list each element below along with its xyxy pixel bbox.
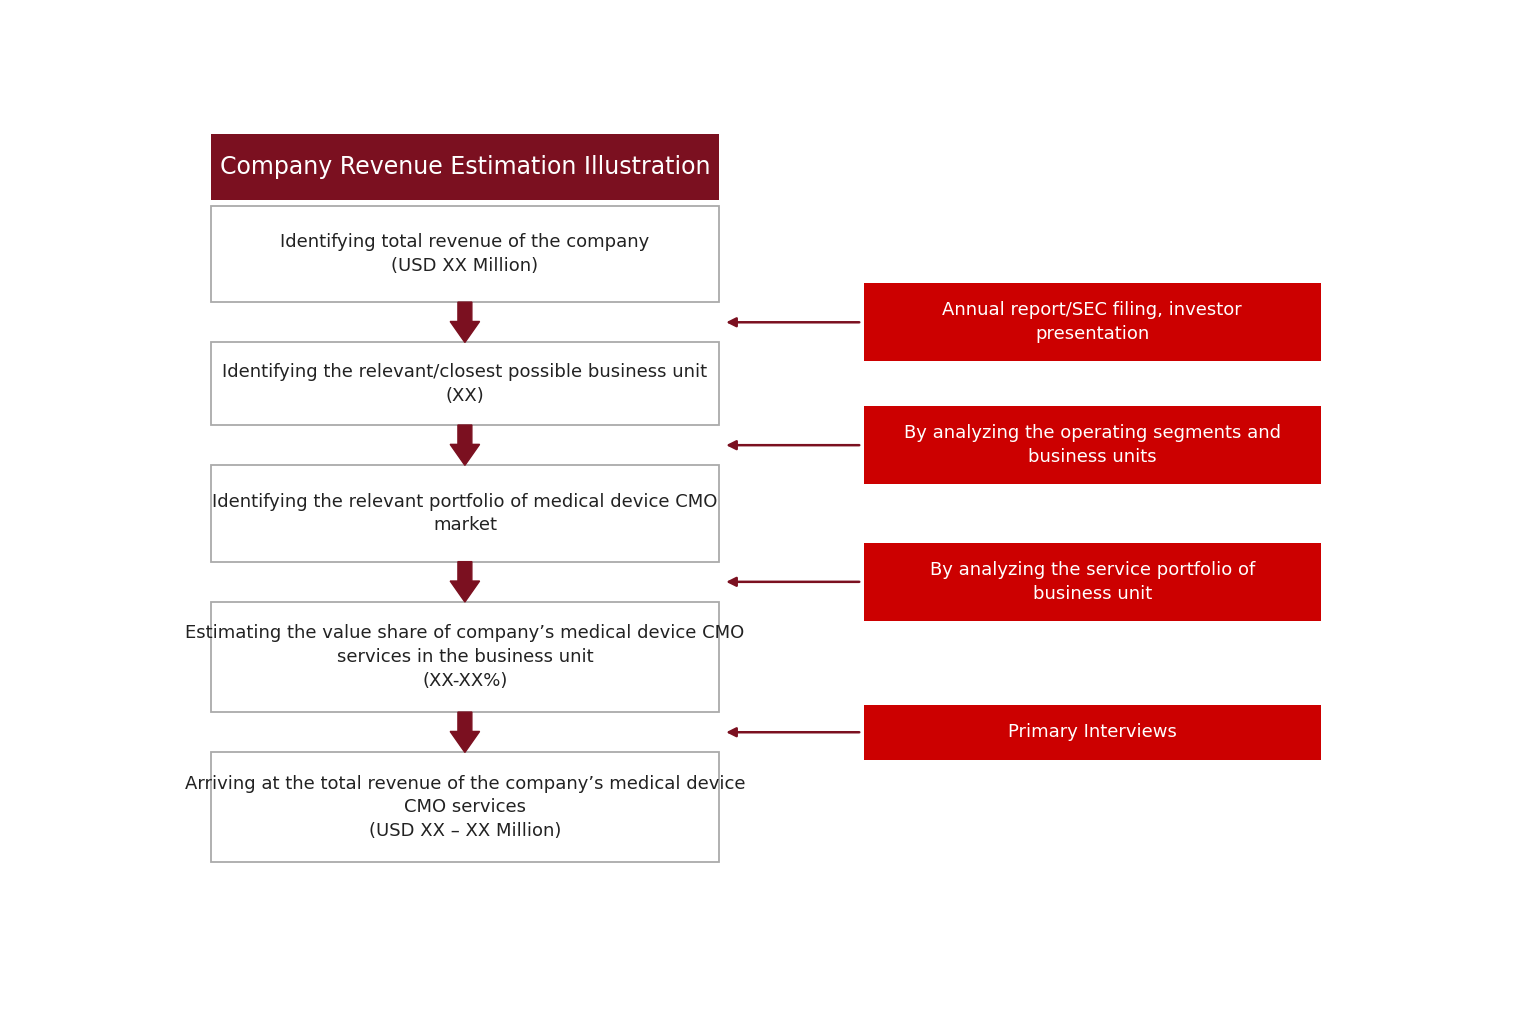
FancyBboxPatch shape (211, 465, 718, 562)
FancyBboxPatch shape (211, 133, 718, 200)
Text: By analyzing the service portfolio of
business unit: By analyzing the service portfolio of bu… (930, 561, 1254, 603)
Text: Primary Interviews: Primary Interviews (1007, 723, 1177, 741)
Text: By analyzing the operating segments and
business units: By analyzing the operating segments and … (904, 425, 1280, 466)
FancyArrow shape (450, 425, 480, 465)
FancyBboxPatch shape (211, 602, 718, 712)
Text: Company Revenue Estimation Illustration: Company Revenue Estimation Illustration (220, 155, 711, 179)
FancyBboxPatch shape (864, 283, 1321, 361)
FancyBboxPatch shape (211, 752, 718, 862)
FancyBboxPatch shape (864, 406, 1321, 485)
FancyBboxPatch shape (211, 342, 718, 425)
Text: Arriving at the total revenue of the company’s medical device
CMO services
(USD : Arriving at the total revenue of the com… (185, 775, 745, 840)
FancyArrow shape (450, 302, 480, 342)
FancyArrow shape (450, 562, 480, 602)
Text: Identifying the relevant portfolio of medical device CMO
market: Identifying the relevant portfolio of me… (212, 493, 718, 534)
Text: Identifying total revenue of the company
(USD XX Million): Identifying total revenue of the company… (280, 233, 650, 275)
FancyArrow shape (450, 712, 480, 752)
FancyBboxPatch shape (864, 543, 1321, 621)
Text: Annual report/SEC filing, investor
presentation: Annual report/SEC filing, investor prese… (942, 301, 1242, 343)
Text: Estimating the value share of company’s medical device CMO
services in the busin: Estimating the value share of company’s … (185, 624, 744, 689)
Text: Identifying the relevant/closest possible business unit
(XX): Identifying the relevant/closest possibl… (223, 363, 708, 404)
FancyBboxPatch shape (864, 704, 1321, 759)
FancyBboxPatch shape (211, 206, 718, 302)
